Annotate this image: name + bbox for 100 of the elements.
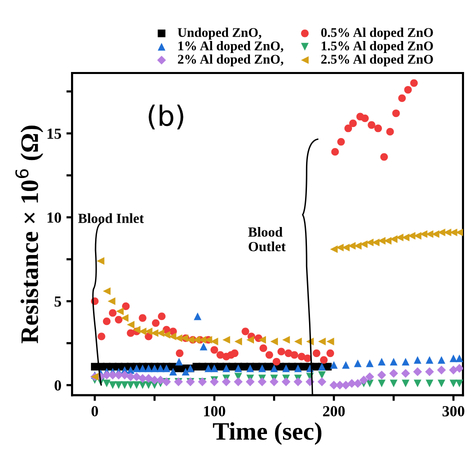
point [337,138,345,146]
point [270,377,279,386]
point [114,381,123,389]
point [392,109,400,118]
y-axis-title: Resistance × 10$^{6}$ (Ω) [15,126,44,344]
point [108,309,117,317]
point [410,79,418,87]
point [425,367,434,376]
point [414,356,422,364]
point [102,380,111,388]
point [96,257,104,265]
point [449,366,458,374]
legend-label: 2.5% Al doped ZnO [321,54,433,66]
point [342,361,350,369]
x-axis-title: Time (sec) [212,422,322,445]
point [108,381,117,389]
point [318,377,326,386]
point [377,370,386,380]
point [450,380,458,388]
point [258,336,266,344]
point [200,342,208,350]
point [456,354,463,362]
point [102,318,111,326]
point [318,371,326,379]
point [222,377,231,386]
point [158,312,166,320]
point [290,351,298,359]
y-tick-label: 0 [54,380,62,391]
legend-label: 2% Al doped ZnO, [178,54,284,66]
point [294,338,302,346]
point [386,128,394,136]
point [210,377,219,386]
x-tick-label: 300 [442,406,464,416]
point [402,358,410,366]
point [120,381,128,389]
point [175,358,183,366]
point [378,380,386,388]
point [374,124,382,132]
point [438,380,446,388]
x-tick-label: 0 [92,406,98,416]
point [366,359,374,368]
y-tick-label: 10 [48,212,62,223]
point [176,349,184,358]
point [456,380,463,388]
point [344,124,352,132]
point [454,364,463,373]
point [450,354,458,362]
point [126,320,134,329]
point [320,356,328,364]
legend-label: 0.5% Al doped ZnO [321,28,433,40]
point [152,319,160,327]
point [361,114,369,122]
point [365,372,374,382]
annotation: Blood Outlet [248,226,286,252]
point [242,328,250,336]
x-tick-label: 200 [323,406,345,416]
point [398,94,406,102]
point [380,153,388,161]
point [182,368,190,376]
point [330,245,338,254]
point [234,338,242,346]
legend-label: 1.5% Al doped ZnO [322,41,433,54]
point [114,316,123,324]
point [378,358,386,366]
point [437,366,446,374]
point [294,377,302,386]
legend-label: 1% Al doped ZnO, [178,41,284,54]
point [402,380,410,388]
point [138,314,146,322]
point [390,358,398,366]
point [401,368,410,378]
x-tick-label: 100 [204,406,226,416]
point [246,336,254,344]
point [318,338,326,346]
point [282,336,290,344]
point [260,344,268,352]
annotation: (b) [148,104,184,130]
legend-label: Undoped ZnO, [178,28,262,40]
y-tick-label: 5 [54,296,62,307]
point [246,377,255,386]
point [258,377,267,386]
point [426,356,434,364]
point [282,377,290,386]
point [272,358,280,366]
point [270,338,278,346]
point [102,287,111,295]
point [414,380,422,388]
point [98,332,106,340]
point [194,312,202,320]
point [304,354,312,362]
point [210,346,218,354]
point [413,367,422,376]
point [354,359,362,368]
point [116,307,124,316]
point [326,338,334,346]
point [389,368,398,378]
point [122,302,130,310]
point [312,349,320,358]
point [349,120,357,128]
point [368,121,376,129]
